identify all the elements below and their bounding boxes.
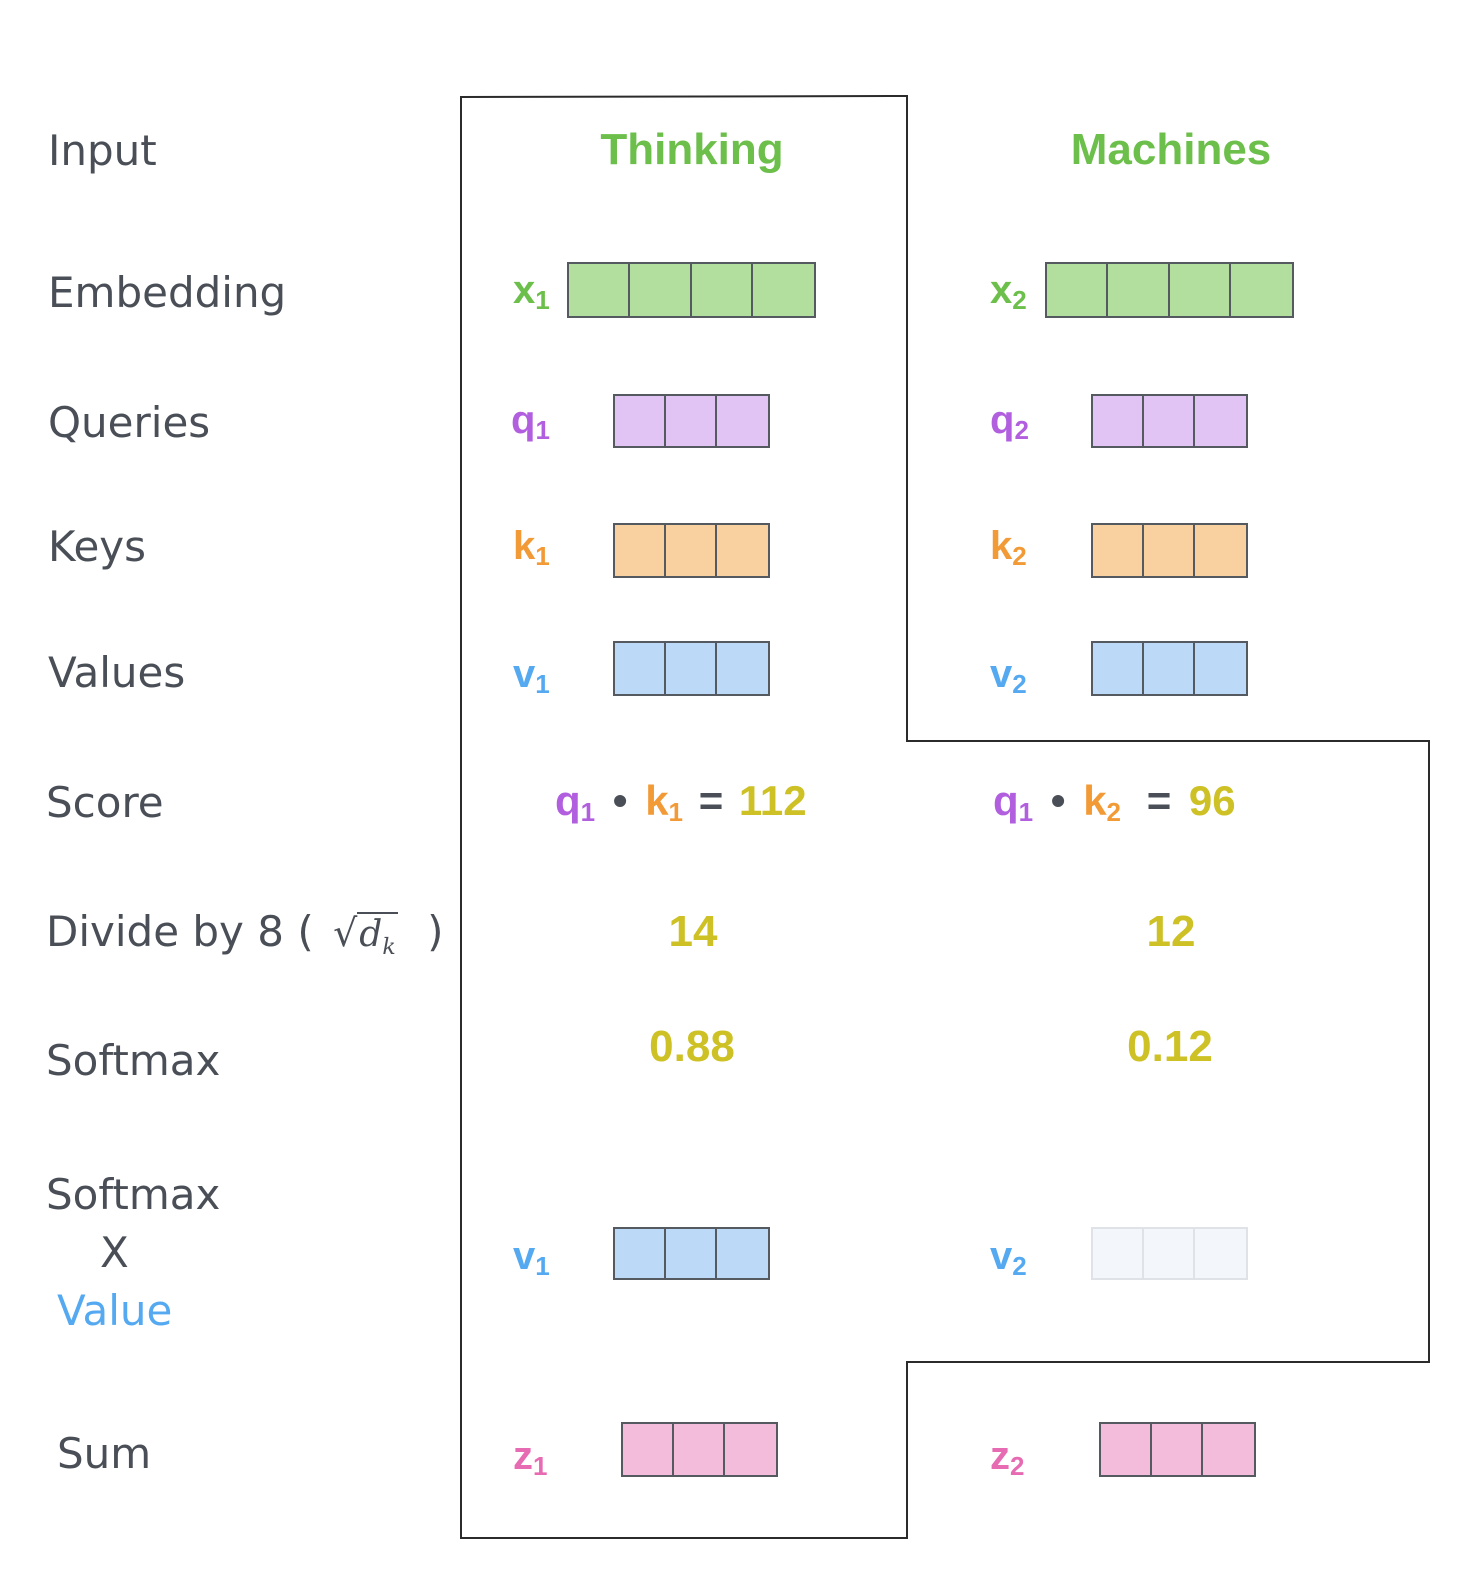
row-label-embedding: Embedding bbox=[48, 268, 287, 317]
z1-label: z1 bbox=[513, 1434, 548, 1481]
embedding-vector-x2 bbox=[1045, 262, 1294, 318]
query-vector-q1 bbox=[613, 394, 770, 448]
sqrt-radicand: dk bbox=[357, 912, 398, 959]
row-label-values: Values bbox=[48, 648, 186, 697]
embedding-vector-x1 bbox=[567, 262, 816, 318]
z2-label: z2 bbox=[990, 1434, 1025, 1481]
row-label-keys: Keys bbox=[48, 522, 147, 571]
sqrt-symbol: √ bbox=[333, 911, 358, 955]
key-vector-k2 bbox=[1091, 523, 1248, 578]
sqrt-var: d bbox=[359, 914, 383, 955]
v2-label: v2 bbox=[990, 652, 1027, 699]
score-machines: q1 • k2 = 96 bbox=[993, 777, 1236, 827]
row-label-input: Input bbox=[48, 126, 157, 175]
softmax-thinking: 0.88 bbox=[649, 1022, 735, 1071]
key-vector-k1 bbox=[613, 523, 770, 578]
score-thinking: q1 • k1 = 112 bbox=[555, 777, 807, 827]
sqrt-sub: k bbox=[382, 935, 396, 961]
input-word-machines: Machines bbox=[1070, 125, 1272, 174]
row-label-score: Score bbox=[46, 778, 164, 827]
row-label-softmax: Softmax bbox=[46, 1036, 221, 1085]
row-label-queries: Queries bbox=[48, 398, 211, 447]
row-label-divide: Divide by 8 ( √dk ) bbox=[46, 911, 444, 959]
divide-text: Divide by 8 ( bbox=[46, 907, 314, 956]
weighted-value-vector-v1 bbox=[613, 1227, 770, 1280]
k1-label: k1 bbox=[513, 524, 550, 571]
weighted-v1-label: v1 bbox=[513, 1234, 550, 1281]
weighted-v2-label: v2 bbox=[990, 1234, 1027, 1281]
q1-label: q1 bbox=[511, 398, 550, 445]
row-label-softmax-value-3: Value bbox=[57, 1286, 173, 1335]
output-vector-z2 bbox=[1099, 1422, 1256, 1477]
value-vector-v2 bbox=[1091, 641, 1248, 696]
value-vector-v1 bbox=[613, 641, 770, 696]
row-label-sum: Sum bbox=[57, 1429, 152, 1478]
weighted-value-vector-v2 bbox=[1091, 1227, 1248, 1280]
input-word-thinking: Thinking bbox=[600, 125, 784, 174]
query-vector-q2 bbox=[1091, 394, 1248, 448]
output-vector-z1 bbox=[621, 1422, 778, 1477]
row-label-softmax-value-2: X bbox=[100, 1228, 129, 1277]
divide-close: ) bbox=[427, 907, 444, 956]
divided-score-machines: 12 bbox=[1146, 907, 1196, 956]
sqrt-dk-formula: √dk bbox=[333, 911, 409, 959]
k2-label: k2 bbox=[990, 524, 1027, 571]
v1-label: v1 bbox=[513, 652, 550, 699]
row-label-softmax-value-1: Softmax bbox=[46, 1170, 221, 1219]
x1-label: x1 bbox=[513, 268, 550, 315]
q2-label: q2 bbox=[990, 398, 1029, 445]
divided-score-thinking: 14 bbox=[668, 907, 718, 956]
softmax-machines: 0.12 bbox=[1127, 1022, 1213, 1071]
x2-label: x2 bbox=[990, 268, 1027, 315]
